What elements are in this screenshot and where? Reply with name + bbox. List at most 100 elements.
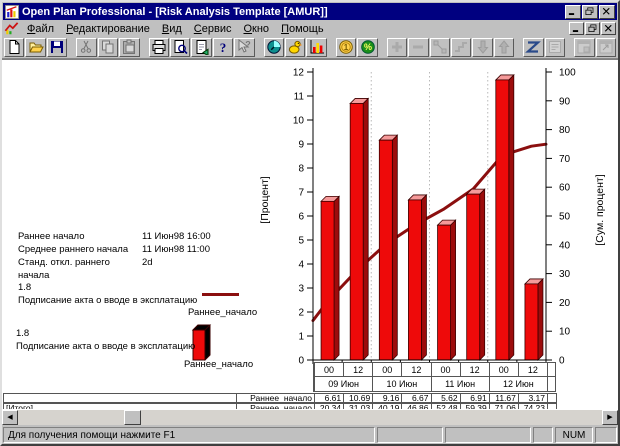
page-export-button[interactable]	[191, 37, 212, 57]
svg-text:%: %	[364, 42, 372, 52]
hour-tick-cell: 00	[430, 363, 460, 376]
scroll-left-button[interactable]: ◀	[2, 410, 18, 425]
menu-items: Файл Редактирование Вид Сервис Окно Помощь	[21, 20, 567, 37]
notes-icon	[547, 39, 563, 55]
menu-5[interactable]: Окно	[243, 22, 270, 35]
total-label-cell: [Итого]	[6, 404, 33, 409]
value-cell: 46.86	[401, 404, 430, 409]
right-tick-label: 10	[559, 327, 571, 338]
left-tick-label: 6	[298, 212, 304, 223]
left-tick-label: 3	[298, 284, 304, 295]
document-chart-icon	[4, 21, 19, 36]
stat-value: 11 Июн98 11:00	[142, 244, 210, 255]
left-tick-label: 7	[298, 188, 304, 199]
status-pane-1	[377, 427, 443, 443]
menu-1[interactable]: Файл	[27, 22, 55, 35]
move-up-button	[493, 37, 515, 57]
status-pane-4	[595, 427, 617, 443]
cost-coin-button[interactable]: 1	[335, 37, 357, 57]
left-tick-label: 8	[298, 164, 304, 175]
left-axis-title: [Процент]	[259, 176, 271, 223]
total-values-row: [Итого] Раннее_начало 20.34 31.03 40.19 46.86…	[3, 403, 557, 409]
menu-2[interactable]: Редактирование	[66, 22, 150, 35]
app-icon	[5, 4, 19, 19]
open-folder-icon	[28, 39, 44, 55]
open-folder-button[interactable]	[25, 37, 46, 57]
spacer-cell	[547, 404, 555, 409]
new-document-icon	[6, 39, 22, 55]
print-button[interactable]	[148, 37, 169, 57]
new-document-button[interactable]	[4, 37, 25, 57]
scrollbar-thumb[interactable]	[124, 410, 141, 425]
stat-label: Раннее начало	[18, 231, 85, 242]
hour-tick-row: 00 12 00 12 00 12 00 12	[313, 362, 556, 377]
child-restore-button[interactable]	[585, 22, 600, 35]
series-label-bar: Раннее_начало	[184, 359, 254, 370]
menu-4[interactable]: Сервис	[193, 22, 232, 35]
print-preview-button[interactable]	[169, 37, 191, 57]
value-cell: 6.61	[314, 394, 343, 402]
risk-analysis-view: 0 1 2 3 4 5 6 7 8 9 10 11 12 0 10 20 30 40 50 60 70 80 90 100 [П…	[2, 59, 618, 409]
context-help-icon: ?	[236, 39, 252, 55]
bar-00	[378, 134, 399, 361]
left-tick-label: 0	[298, 356, 304, 367]
value-cell: 10.69	[343, 394, 372, 402]
right-tick-label: 100	[559, 68, 576, 79]
right-axis-title: [Сум. процент]	[594, 174, 606, 245]
cut-icon	[78, 39, 94, 55]
move-down-icon	[475, 39, 491, 55]
link-icon	[432, 39, 448, 55]
scroll-right-button[interactable]: ▶	[602, 410, 618, 425]
time-analysis-clock-button[interactable]	[263, 37, 285, 57]
horizontal-scrollbar[interactable]: ◀ ▶	[2, 409, 618, 425]
series-name-cell: Раннее_начало	[236, 394, 314, 402]
statistics-panel: Раннее начало 11 Июн98 16:00 Среднее ранне…	[18, 230, 211, 281]
risk-histogram-button[interactable]	[306, 37, 327, 57]
right-tick-label: 50	[559, 212, 571, 223]
bar-00	[320, 195, 341, 361]
help-button[interactable]: ?	[212, 37, 234, 57]
bar-12	[349, 97, 370, 361]
value-cell: 11.67	[488, 394, 518, 402]
notes-button	[544, 37, 566, 57]
minimize-button[interactable]	[565, 4, 581, 19]
status-bar: Для получения помощи нажмите F1 NUM	[2, 425, 618, 444]
svg-text:?: ?	[246, 40, 252, 50]
left-tick-label: 2	[298, 308, 304, 319]
legend-task-name: Подписание акта о вводе в эксплатацию	[18, 295, 198, 306]
left-tick-label: 9	[298, 140, 304, 151]
zigzag-button[interactable]	[523, 37, 544, 57]
right-tick-label: 60	[559, 183, 571, 194]
step-icon	[453, 39, 469, 55]
value-cell: 6.67	[401, 394, 430, 402]
close-button[interactable]	[599, 4, 615, 19]
resource-bird-button[interactable]	[285, 37, 306, 57]
hour-tick-cell: 12	[401, 363, 430, 376]
child-minimize-button[interactable]	[569, 22, 584, 35]
paste-icon	[121, 39, 137, 55]
status-message: Для получения помощи нажмите F1	[3, 427, 375, 443]
step-button	[451, 37, 472, 57]
date-cell: 11 Июн	[430, 377, 489, 391]
menu-3[interactable]: Вид	[161, 22, 182, 35]
save-button[interactable]	[46, 37, 68, 57]
right-tick-label: 20	[559, 298, 571, 309]
hour-tick-cell: 00	[314, 363, 343, 376]
hour-tick-cell: 12	[343, 363, 372, 376]
menu-6[interactable]: Помощь	[281, 22, 324, 35]
series-name-cell: Раннее_начало	[236, 404, 314, 409]
right-tick-label: 0	[559, 356, 565, 367]
stat-row-2: Среднее раннего начала 11 Июн98 11:00	[18, 243, 211, 256]
child-close-button[interactable]	[601, 22, 616, 35]
stat-label: Станд. откл. раннего начала	[18, 257, 110, 281]
link-button	[429, 37, 451, 57]
add-button	[386, 37, 408, 57]
cut-button	[76, 37, 97, 57]
restore-button[interactable]	[582, 4, 598, 19]
percent-button[interactable]: %	[357, 37, 378, 57]
left-tick-label: 1	[298, 332, 304, 343]
hour-tick-cell: 00	[488, 363, 518, 376]
scrollbar-track[interactable]	[18, 410, 602, 425]
value-cell: 59.39	[459, 404, 489, 409]
